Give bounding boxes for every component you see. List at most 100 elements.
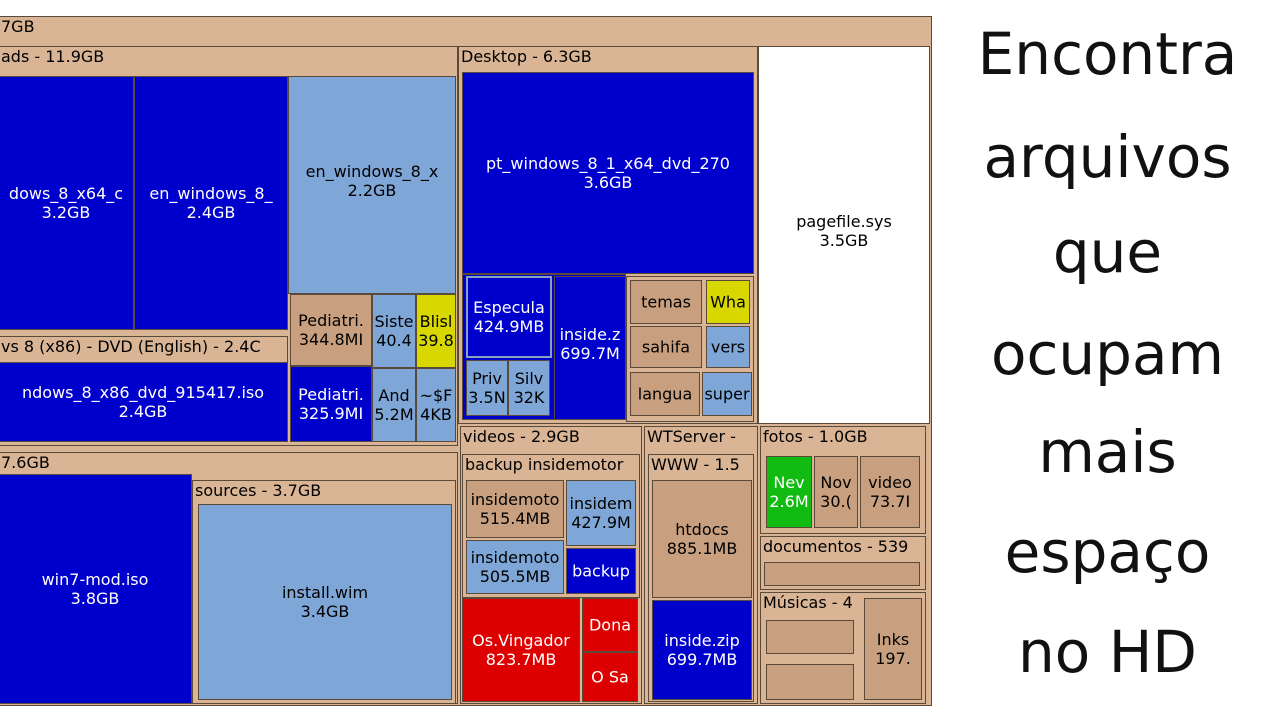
file-size: 2.4GB: [118, 402, 168, 421]
slogan-line: mais: [1038, 418, 1177, 486]
file-name: en_windows_8_x: [305, 161, 439, 181]
file-backup[interactable]: backup: [566, 548, 636, 594]
downloads-folder-label: ads - 11.9GB: [1, 47, 105, 66]
file-size: 885.1MB: [666, 539, 738, 558]
file-name: pagefile.sys: [796, 212, 892, 232]
file-win8-x86[interactable]: ndows_8_x86_dvd_915417.iso 2.4GB: [0, 362, 288, 442]
file-vers[interactable]: vers: [706, 326, 750, 368]
file-en-win8[interactable]: en_windows_8_ 2.4GB: [134, 76, 288, 330]
slogan-line: no HD: [1018, 618, 1197, 686]
file-especula[interactable]: Especula 424.9MB: [466, 276, 552, 358]
file-name: inside.z: [559, 324, 621, 344]
bottom-folder-label: 7.6GB: [1, 453, 50, 472]
file-size: 3.8GB: [70, 589, 120, 608]
slogan-line: espaço: [1004, 518, 1211, 586]
file-name: dows_8_x64_c: [8, 184, 124, 203]
file-win7-mod[interactable]: win7-mod.iso 3.8GB: [0, 474, 192, 704]
file-size: 2.6M: [769, 492, 809, 511]
fotos-folder-label: fotos - 1.0GB: [763, 427, 868, 446]
file-and[interactable]: And 5.2M: [372, 368, 416, 442]
file-name: Inks: [876, 630, 910, 649]
file-size: 3.5GB: [819, 231, 869, 251]
file-en-win8-x[interactable]: en_windows_8_x 2.2GB: [288, 76, 456, 294]
file-name: ~$F: [419, 386, 453, 405]
slogan-line: arquivos: [983, 123, 1232, 191]
sources-folder-label: sources - 3.7GB: [195, 481, 322, 500]
file-size: 4KB: [420, 405, 452, 424]
root-folder-label: 7GB: [1, 17, 35, 36]
file-inside-zip[interactable]: inside.z 699.7M: [554, 276, 626, 420]
file-name: Blisl: [419, 312, 453, 331]
musicas-item-2[interactable]: [766, 664, 854, 700]
backup-folder-label: backup insidemotor: [465, 455, 624, 474]
file-size: 40.4: [376, 331, 412, 350]
folder-inks[interactable]: Inks 197.: [864, 598, 922, 700]
file-name: win7-mod.iso: [41, 570, 149, 589]
file-pagefile[interactable]: pagefile.sys 3.5GB: [758, 46, 930, 424]
file-name: pt_windows_8_1_x64_dvd_270: [486, 154, 730, 173]
file-size: 5.2M: [374, 405, 414, 424]
file-install-wim[interactable]: install.wim 3.4GB: [198, 504, 452, 700]
folder-sahifa[interactable]: sahifa: [630, 326, 702, 368]
file-name: ndows_8_x86_dvd_915417.iso: [21, 383, 265, 402]
musicas-item-1[interactable]: [766, 620, 854, 654]
folder-htdocs[interactable]: htdocs 885.1MB: [652, 480, 752, 598]
file-name: Nov: [820, 473, 852, 492]
file-pediatri-1[interactable]: Pediatri. 344.8MI: [290, 294, 372, 366]
folder-nov[interactable]: Nov 30.(: [814, 456, 858, 528]
file-super[interactable]: super: [702, 372, 752, 416]
file-priv[interactable]: Priv 3.5N: [466, 360, 508, 416]
file-name: Especula: [473, 298, 545, 317]
file-name: Silv: [514, 369, 544, 388]
file-name: video: [868, 473, 912, 492]
file-tmp[interactable]: ~$F 4KB: [416, 368, 456, 442]
file-name: Priv: [472, 369, 502, 388]
file-name: insidemoto: [470, 548, 560, 567]
dvd-folder-label: vs 8 (x86) - DVD (English) - 2.4C: [1, 337, 261, 356]
file-siste[interactable]: Siste 40.4: [372, 294, 416, 368]
file-os-vingador[interactable]: Os.Vingador 823.7MB: [462, 598, 580, 702]
slogan-line: que: [1052, 218, 1163, 286]
musicas-folder-label: Músicas - 4: [763, 593, 853, 612]
file-pediatri-2[interactable]: Pediatri. 325.9MI: [290, 366, 372, 442]
file-blisl[interactable]: Blisl 39.8: [416, 294, 456, 368]
file-size: 2.2GB: [347, 180, 397, 200]
wtserver-folder-label: WTServer -: [647, 427, 736, 446]
folder-temas[interactable]: temas: [630, 280, 702, 324]
file-size: 32K: [513, 388, 545, 407]
file-size: 3.5N: [468, 388, 506, 407]
file-wha[interactable]: Wha: [706, 280, 750, 324]
file-name: And: [378, 386, 410, 405]
file-name: Nev: [773, 473, 805, 492]
file-name: insidem: [569, 494, 633, 513]
file-size: 30.(: [820, 492, 852, 511]
file-o-sa[interactable]: O Sa: [582, 652, 638, 702]
file-size: 823.7MB: [485, 650, 557, 669]
file-size: 427.9M: [571, 513, 631, 532]
file-insidemoto-1[interactable]: insidemoto 515.4MB: [466, 480, 564, 538]
file-silv[interactable]: Silv 32K: [508, 360, 550, 416]
disk-usage-treemap: 7GB ads - 11.9GB dows_8_x64_c 3.2GB en_wi…: [0, 16, 932, 706]
file-size: 505.5MB: [479, 567, 551, 586]
file-nev[interactable]: Nev 2.6M: [766, 456, 812, 528]
file-win8-x64[interactable]: dows_8_x64_c 3.2GB: [0, 76, 134, 330]
slogan: Encontra arquivos que ocupam mais espaço…: [935, 0, 1280, 720]
slogan-line: Encontra: [977, 20, 1238, 88]
file-name: insidemoto: [470, 490, 560, 509]
file-size: 3.4GB: [300, 602, 350, 621]
file-size: 39.8: [418, 331, 454, 350]
file-size: 699.7M: [560, 343, 620, 363]
file-dona[interactable]: Dona: [582, 598, 638, 652]
documentos-content[interactable]: [764, 562, 920, 586]
folder-langua[interactable]: langua: [630, 372, 700, 416]
folder-video[interactable]: video 73.7I: [860, 456, 920, 528]
file-inside-zip-2[interactable]: inside.zip 699.7MB: [652, 600, 752, 700]
file-size: 3.6GB: [583, 173, 633, 192]
file-pt-win8[interactable]: pt_windows_8_1_x64_dvd_270 3.6GB: [462, 72, 754, 274]
file-name: Siste: [374, 312, 414, 331]
file-insidem[interactable]: insidem 427.9M: [566, 480, 636, 546]
videos-folder-label: videos - 2.9GB: [463, 427, 580, 446]
file-name: en_windows_8_: [149, 184, 273, 203]
file-insidemoto-2[interactable]: insidemoto 505.5MB: [466, 540, 564, 594]
documentos-folder-label: documentos - 539: [763, 537, 909, 556]
